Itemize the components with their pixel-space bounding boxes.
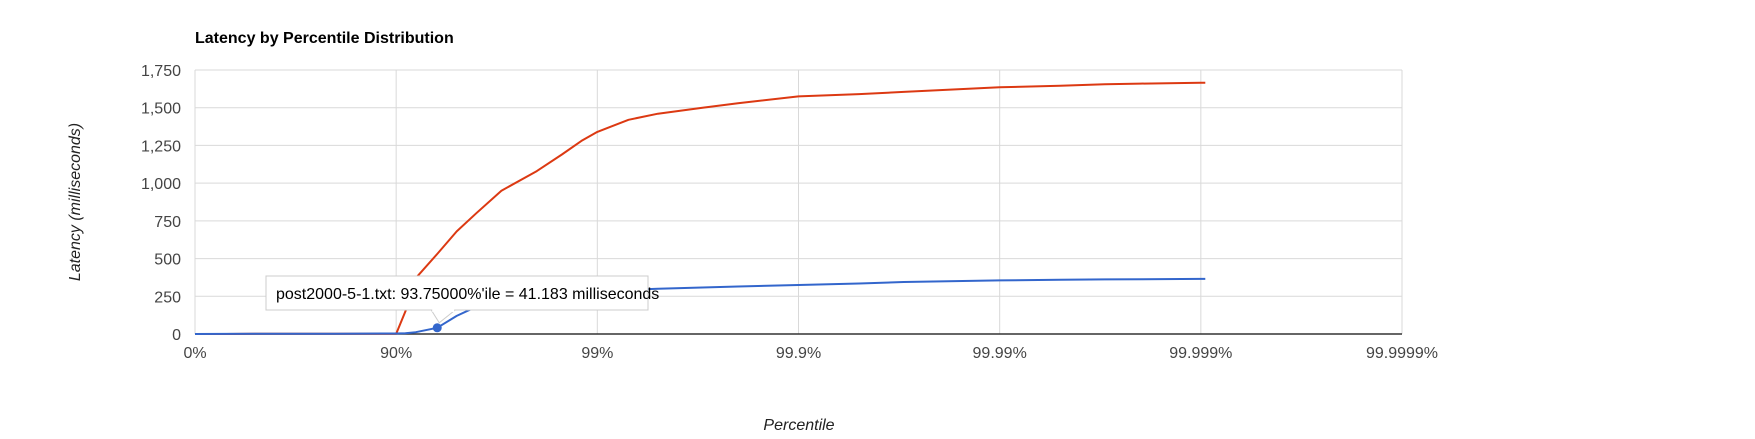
y-tick-label: 1,000 bbox=[141, 176, 181, 193]
tooltip-box bbox=[265, 275, 649, 311]
y-tick-label: 500 bbox=[154, 252, 181, 269]
x-tick-label: 99.9% bbox=[776, 345, 821, 362]
x-tick-label: 99.9999% bbox=[1366, 345, 1438, 362]
x-tick-label: 90% bbox=[380, 345, 412, 362]
x-axis-title: Percentile bbox=[763, 417, 834, 434]
tooltip-pointer-join bbox=[432, 308, 455, 312]
y-tick-label: 1,750 bbox=[141, 63, 181, 80]
data-tooltip: post2000-5-1.txt: 93.75000%'ile = 41.183… bbox=[265, 275, 659, 324]
y-tick-label: 0 bbox=[172, 327, 181, 344]
tooltip-text: post2000-5-1.txt: 93.75000%'ile = 41.183… bbox=[276, 286, 659, 303]
x-tick-label: 99% bbox=[581, 345, 613, 362]
chart-title: Latency by Percentile Distribution bbox=[195, 30, 454, 47]
x-tick-label: 99.999% bbox=[1169, 345, 1232, 362]
highlighted-point bbox=[432, 323, 442, 333]
x-axis-ticks: 0% 90% 99% 99.9% 99.99% 99.999% 99.9999% bbox=[183, 345, 1438, 362]
chart-grid bbox=[194, 69, 1403, 335]
y-tick-label: 750 bbox=[154, 214, 181, 231]
x-tick-label: 99.99% bbox=[973, 345, 1027, 362]
y-tick-label: 250 bbox=[154, 289, 181, 306]
y-tick-label: 1,250 bbox=[141, 138, 181, 155]
y-axis-title: Latency (milliseconds) bbox=[67, 123, 84, 281]
y-tick-label: 1,500 bbox=[141, 101, 181, 118]
x-tick-label: 0% bbox=[183, 345, 206, 362]
y-axis-ticks: 0 250 500 750 1,000 1,250 1,500 1,750 bbox=[141, 63, 181, 344]
